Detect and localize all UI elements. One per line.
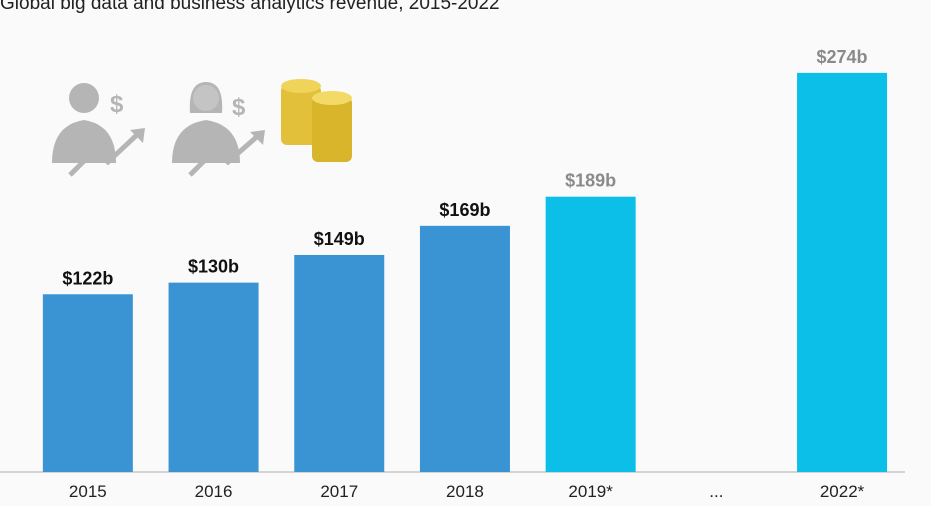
svg-text:$: $ (110, 91, 124, 118)
value-label: $274b (817, 47, 868, 67)
bar (42, 294, 133, 472)
bar (168, 282, 259, 472)
svg-text:$: $ (232, 94, 246, 121)
value-label: $169b (439, 200, 490, 220)
bar (294, 254, 385, 472)
icon-businesswoman: $ (172, 82, 265, 177)
value-label: $130b (188, 257, 239, 277)
value-label: $122b (62, 268, 113, 288)
x-tick-label: 2022* (820, 482, 865, 501)
x-tick-label: 2015 (69, 482, 107, 501)
x-tick-label: 2016 (195, 482, 233, 501)
value-label: $149b (314, 229, 365, 249)
icon-coins (281, 79, 352, 162)
chart-title: Global big data and business analytics r… (0, 0, 500, 14)
bar (419, 225, 510, 472)
x-tick-label: 2019* (568, 482, 613, 501)
icon-businessman: $ (52, 83, 145, 177)
bar (545, 196, 636, 472)
x-tick-label: ... (709, 482, 723, 501)
x-tick-label: 2018 (446, 482, 484, 501)
value-label: $189b (565, 171, 616, 191)
bar (797, 72, 888, 472)
x-tick-label: 2017 (320, 482, 358, 501)
